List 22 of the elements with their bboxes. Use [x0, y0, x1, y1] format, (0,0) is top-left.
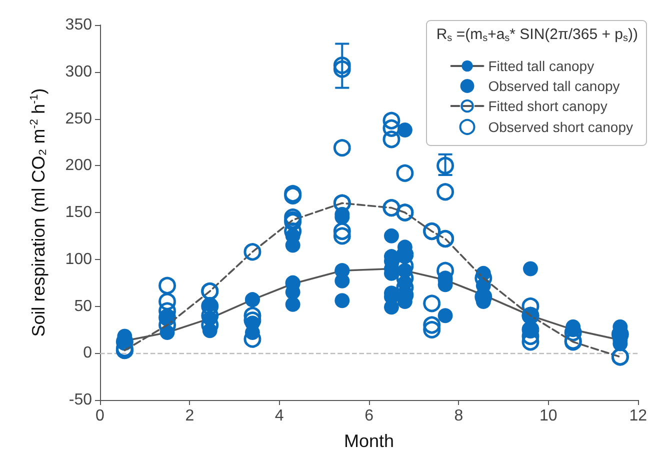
x-tick-label: 12	[629, 408, 648, 424]
y-tick-label: 50	[74, 298, 92, 315]
y-axis-title: Soil respiration (ml CO₂ m-2 h-1)	[28, 88, 48, 337]
y-tick-label: 0	[83, 344, 92, 362]
x-tick-label: 4	[274, 408, 284, 424]
legend-label: Observed short canopy	[488, 119, 634, 135]
y-tick-label: 100	[65, 250, 92, 268]
y-tick-label: 150	[65, 204, 92, 221]
y-tick-label: 200	[65, 157, 92, 174]
y-tick-label: 350	[65, 16, 92, 34]
x-tick-label: 6	[364, 408, 374, 424]
x-tick-label: 0	[96, 408, 105, 424]
x-tick-label: 10	[540, 408, 558, 424]
x-tick-label: 8	[454, 408, 464, 424]
y-tick-label: -50	[68, 392, 92, 408]
x-tick-label: 2	[185, 408, 194, 424]
x-axis-title: Month	[344, 431, 394, 451]
legend-label: Fitted short canopy	[488, 98, 608, 114]
y-tick-label: 250	[65, 110, 92, 128]
legend-label: Observed tall canopy	[488, 78, 620, 94]
y-tick-label: 300	[65, 63, 92, 80]
legend-label: Fitted tall canopy	[488, 58, 594, 74]
